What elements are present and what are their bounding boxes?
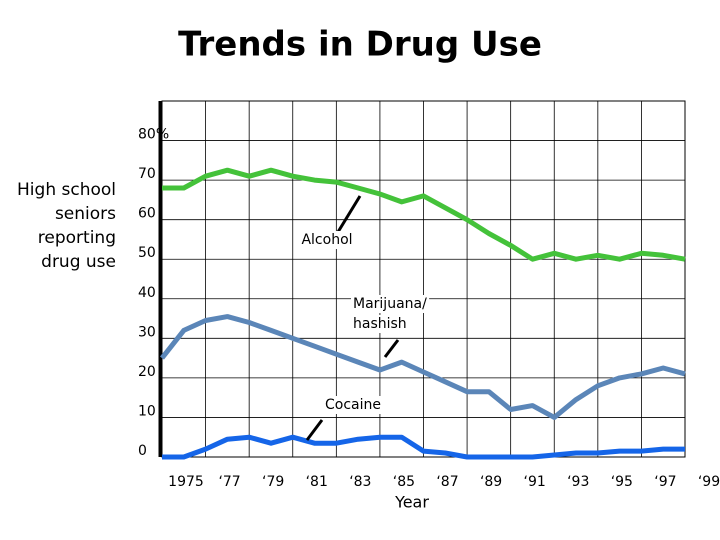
y-axis-label: High school bbox=[17, 180, 116, 200]
annotation: Cocaine bbox=[325, 397, 381, 413]
x-tick-label: 1975 bbox=[168, 474, 204, 490]
x-tick-label: ‘93 bbox=[567, 474, 589, 490]
annotation-bg bbox=[299, 231, 355, 249]
annotation: Alcohol bbox=[301, 232, 352, 248]
y-tick-label: 0 bbox=[138, 443, 147, 459]
y-axis-label: drug use bbox=[41, 252, 116, 272]
x-tick-label: ‘81 bbox=[306, 474, 328, 490]
x-tick-label: ‘77 bbox=[218, 474, 240, 490]
x-tick-label: ‘83 bbox=[349, 474, 371, 490]
y-tick-label: 20 bbox=[138, 364, 156, 380]
series-line bbox=[160, 314, 686, 420]
series-line bbox=[162, 167, 686, 262]
x-tick-label: ‘79 bbox=[262, 474, 284, 490]
callout-line bbox=[305, 419, 324, 441]
x-tick-label: ‘87 bbox=[436, 474, 458, 490]
y-tick-label: 50 bbox=[138, 245, 156, 261]
series-line bbox=[162, 434, 685, 460]
chart-title: Trends in Drug Use bbox=[178, 25, 542, 65]
y-tick-label: 70 bbox=[138, 166, 156, 182]
x-axis-label: Year bbox=[394, 493, 429, 512]
callout-line bbox=[383, 339, 400, 358]
annotation: hashish bbox=[353, 316, 407, 332]
y-tick-label: 40 bbox=[138, 285, 156, 301]
y-tick-label: 30 bbox=[138, 324, 156, 340]
annotation: Marijuana/ bbox=[353, 296, 427, 312]
y-tick-label: 10 bbox=[138, 403, 156, 419]
x-tick-label: ‘91 bbox=[524, 474, 546, 490]
annotation-bg bbox=[323, 396, 383, 414]
y-tick-label: 80% bbox=[138, 127, 169, 143]
annotation-bg bbox=[351, 295, 430, 313]
x-tick-label: ‘99 bbox=[698, 474, 720, 490]
x-tick-label: ‘89 bbox=[480, 474, 502, 490]
y-axis-label: seniors bbox=[55, 204, 116, 224]
annotation-bg bbox=[351, 315, 409, 333]
y-axis-label: reporting bbox=[38, 228, 116, 248]
x-tick-label: ‘97 bbox=[654, 474, 676, 490]
x-tick-label: ‘85 bbox=[393, 474, 415, 490]
x-tick-label: ‘95 bbox=[611, 474, 633, 490]
y-tick-label: 60 bbox=[138, 206, 156, 222]
callout-line bbox=[336, 195, 362, 233]
